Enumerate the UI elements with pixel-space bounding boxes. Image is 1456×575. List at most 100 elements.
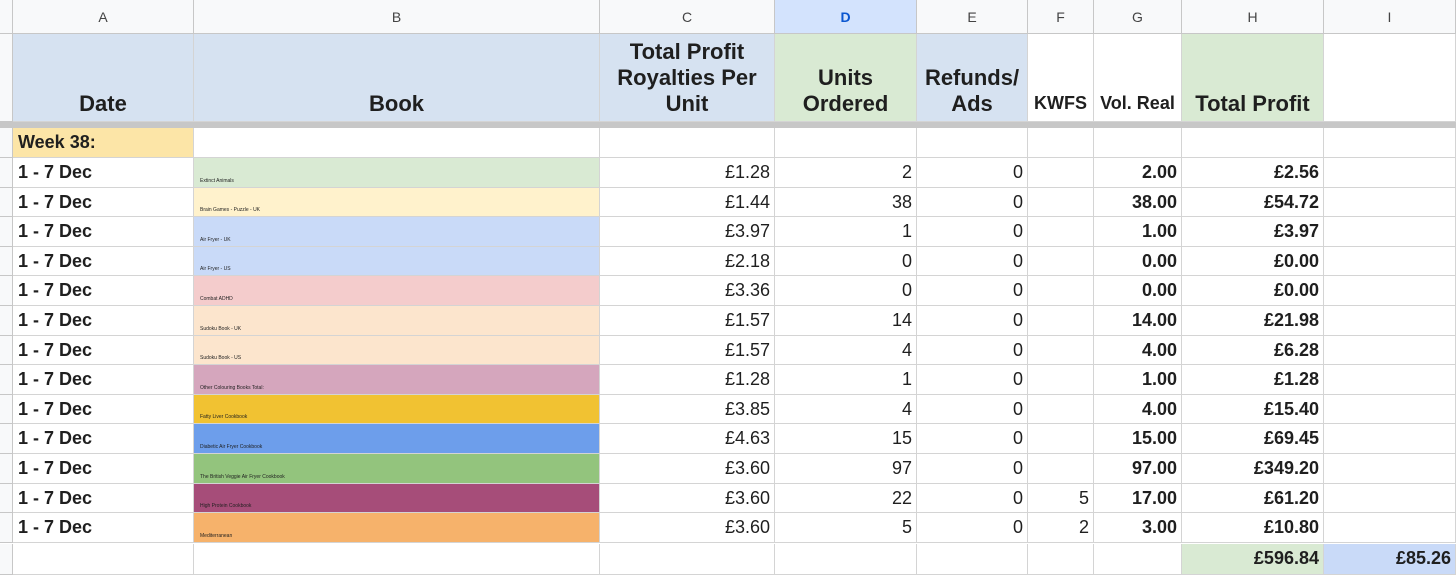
row-number[interactable]: [0, 335, 13, 366]
royalty-cell[interactable]: £1.28: [600, 158, 775, 188]
grand-total-profit[interactable]: £596.84: [1182, 544, 1324, 575]
cell[interactable]: [1324, 306, 1456, 336]
row-number[interactable]: [0, 187, 13, 218]
date-cell[interactable]: 1 - 7 Dec: [13, 217, 194, 247]
units-cell[interactable]: 97: [775, 454, 917, 484]
units-cell[interactable]: 2: [775, 158, 917, 188]
refunds-cell[interactable]: 0: [917, 306, 1028, 336]
cell[interactable]: [1324, 187, 1456, 218]
column-header-e[interactable]: E: [917, 0, 1028, 34]
refunds-cell[interactable]: 0: [917, 513, 1028, 543]
total-profit-cell[interactable]: £6.28: [1182, 335, 1324, 366]
kwfs-cell[interactable]: [1028, 276, 1094, 306]
kwfs-cell[interactable]: [1028, 187, 1094, 218]
row-number[interactable]: [0, 276, 13, 306]
book-cell[interactable]: Diabetic Air Fryer Cookbook: [194, 424, 600, 454]
row-number[interactable]: [0, 158, 13, 188]
cell[interactable]: [1324, 128, 1456, 158]
cell[interactable]: [1324, 276, 1456, 306]
refunds-cell[interactable]: 0: [917, 394, 1028, 425]
date-cell[interactable]: 1 - 7 Dec: [13, 158, 194, 188]
cell[interactable]: [1324, 454, 1456, 484]
row-number[interactable]: [0, 513, 13, 543]
book-cell[interactable]: Sudoku Book - UK: [194, 306, 600, 336]
cell[interactable]: [1028, 128, 1094, 158]
kwfs-cell[interactable]: [1028, 394, 1094, 425]
vol-cell[interactable]: 4.00: [1094, 335, 1182, 366]
kwfs-cell[interactable]: [1028, 424, 1094, 454]
book-cell[interactable]: Other Colouring Books Total:: [194, 365, 600, 395]
column-header-d[interactable]: D: [775, 0, 917, 34]
column-header-f[interactable]: F: [1028, 0, 1094, 34]
refunds-cell[interactable]: 0: [917, 454, 1028, 484]
row-number[interactable]: [0, 34, 13, 122]
date-cell[interactable]: 1 - 7 Dec: [13, 246, 194, 277]
royalty-cell[interactable]: £3.60: [600, 483, 775, 514]
cell[interactable]: [1324, 217, 1456, 247]
total-profit-cell[interactable]: £69.45: [1182, 424, 1324, 454]
kwfs-cell[interactable]: [1028, 246, 1094, 277]
row-number[interactable]: [0, 246, 13, 277]
vol-cell[interactable]: 97.00: [1094, 454, 1182, 484]
header-kwfs[interactable]: KWFS: [1028, 34, 1094, 122]
row-number[interactable]: [0, 483, 13, 514]
units-cell[interactable]: 0: [775, 246, 917, 277]
book-cell[interactable]: Extinct Animals: [194, 158, 600, 188]
cell[interactable]: [600, 128, 775, 158]
royalty-cell[interactable]: £4.63: [600, 424, 775, 454]
column-header-i[interactable]: I: [1324, 0, 1456, 34]
column-i-total[interactable]: £85.26: [1324, 544, 1456, 575]
book-cell[interactable]: Combat ADHD: [194, 276, 600, 306]
cell[interactable]: [194, 128, 600, 158]
cell[interactable]: [1094, 544, 1182, 575]
cell[interactable]: [194, 544, 600, 575]
royalty-cell[interactable]: £1.44: [600, 187, 775, 218]
cell[interactable]: [1182, 128, 1324, 158]
units-cell[interactable]: 1: [775, 217, 917, 247]
book-cell[interactable]: Fatty Liver Cookbook: [194, 394, 600, 425]
royalty-cell[interactable]: £3.36: [600, 276, 775, 306]
week-label-cell[interactable]: Week 38:: [13, 128, 194, 158]
freeze-divider[interactable]: [0, 122, 1456, 128]
vol-cell[interactable]: 0.00: [1094, 276, 1182, 306]
header-royalty[interactable]: Total Profit Royalties Per Unit: [600, 34, 775, 122]
vol-cell[interactable]: 38.00: [1094, 187, 1182, 218]
row-number[interactable]: [0, 544, 13, 575]
header-vol[interactable]: Vol. Real: [1094, 34, 1182, 122]
refunds-cell[interactable]: 0: [917, 187, 1028, 218]
cell[interactable]: [600, 544, 775, 575]
royalty-cell[interactable]: £2.18: [600, 246, 775, 277]
header-book[interactable]: Book: [194, 34, 600, 122]
cell[interactable]: [1324, 246, 1456, 277]
total-profit-cell[interactable]: £1.28: [1182, 365, 1324, 395]
date-cell[interactable]: 1 - 7 Dec: [13, 483, 194, 514]
cell[interactable]: [1324, 158, 1456, 188]
refunds-cell[interactable]: 0: [917, 483, 1028, 514]
total-profit-cell[interactable]: £2.56: [1182, 158, 1324, 188]
date-cell[interactable]: 1 - 7 Dec: [13, 187, 194, 218]
book-cell[interactable]: Air Fryer - US: [194, 246, 600, 277]
royalty-cell[interactable]: £3.85: [600, 394, 775, 425]
vol-cell[interactable]: 0.00: [1094, 246, 1182, 277]
total-profit-cell[interactable]: £61.20: [1182, 483, 1324, 514]
row-number[interactable]: [0, 217, 13, 247]
book-cell[interactable]: The British Veggie Air Fryer Cookbook: [194, 454, 600, 484]
units-cell[interactable]: 1: [775, 365, 917, 395]
total-profit-cell[interactable]: £0.00: [1182, 246, 1324, 277]
row-number[interactable]: [0, 454, 13, 484]
vol-cell[interactable]: 15.00: [1094, 424, 1182, 454]
refunds-cell[interactable]: 0: [917, 365, 1028, 395]
header-refunds[interactable]: Refunds/ Ads: [917, 34, 1028, 122]
total-profit-cell[interactable]: £54.72: [1182, 187, 1324, 218]
book-cell[interactable]: Air Fryer - UK: [194, 217, 600, 247]
date-cell[interactable]: 1 - 7 Dec: [13, 276, 194, 306]
cell[interactable]: [1324, 513, 1456, 543]
date-cell[interactable]: 1 - 7 Dec: [13, 513, 194, 543]
row-number[interactable]: [0, 306, 13, 336]
select-all-corner[interactable]: [0, 0, 13, 34]
royalty-cell[interactable]: £1.57: [600, 335, 775, 366]
units-cell[interactable]: 38: [775, 187, 917, 218]
column-header-h[interactable]: H: [1182, 0, 1324, 34]
cell[interactable]: [775, 128, 917, 158]
cell[interactable]: [917, 128, 1028, 158]
